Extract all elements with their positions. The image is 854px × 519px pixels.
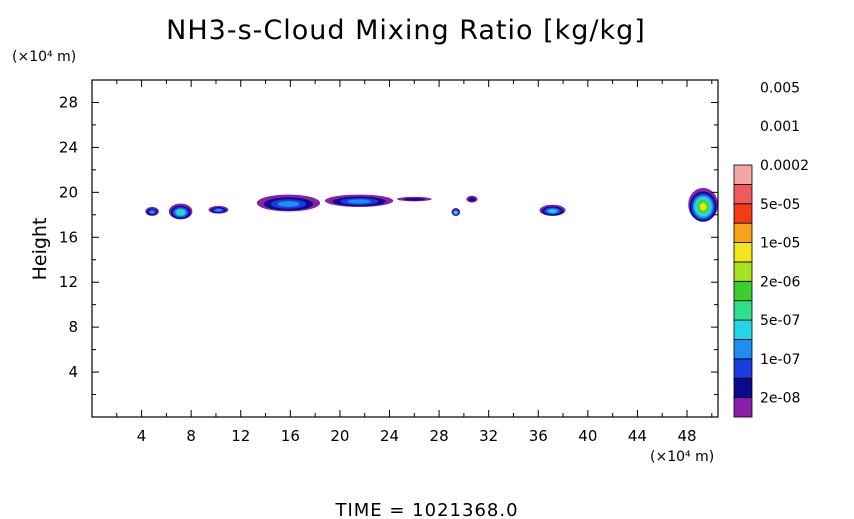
y-tick-label: 28 <box>59 93 78 111</box>
cloud-4-level-3 <box>277 201 300 207</box>
x-tick-label: 8 <box>186 427 196 445</box>
y-axis-label: Height <box>29 218 51 281</box>
cloud-9 <box>539 204 566 216</box>
colorbar-label: 5e-05 <box>760 197 800 213</box>
colorbar-swatch <box>733 164 753 185</box>
colorbar-swatch <box>733 339 753 360</box>
colorbar-label: 5e-07 <box>760 313 800 329</box>
colorbar-swatch <box>733 280 753 302</box>
x-tick-label: 16 <box>281 427 300 445</box>
y-axis-unit: (×10⁴ m) <box>12 49 76 65</box>
colorbar-swatch <box>733 397 753 418</box>
cloud-6-level-1 <box>403 197 425 201</box>
cloud-7-level-5 <box>454 211 457 214</box>
colorbar-label: 2e-06 <box>760 274 800 290</box>
plot-frame <box>91 79 719 418</box>
x-tick-label: 44 <box>628 427 647 445</box>
cloud-2 <box>168 203 193 220</box>
chart-title: NH3-s-Cloud Mixing Ratio [kg/kg] <box>166 15 646 46</box>
x-tick-label: 12 <box>231 427 250 445</box>
colorbar-label: 0.001 <box>760 119 800 135</box>
cloud-9-level-4 <box>548 209 557 213</box>
cloud-4 <box>256 194 321 212</box>
colorbar-swatch <box>733 183 753 205</box>
colorbar-label: 1e-07 <box>760 352 800 368</box>
colorbar-label: 0.0002 <box>760 158 809 174</box>
x-tick-label: 36 <box>529 427 548 445</box>
cloud-5-level-3 <box>347 199 371 204</box>
cloud-1-level-3 <box>149 210 155 214</box>
colorbar-swatch <box>733 377 753 399</box>
cloud-1 <box>145 206 159 216</box>
cloud-3-level-3 <box>214 208 222 212</box>
cloud-10 <box>688 187 718 222</box>
cloud-8-level-1 <box>468 197 476 202</box>
cloud-5 <box>325 194 394 207</box>
cloud-10-level-8 <box>700 203 706 210</box>
cloud-7 <box>451 208 461 216</box>
x-axis-unit: (×10⁴ m) <box>650 449 714 465</box>
cloud-3 <box>208 205 229 214</box>
y-tick-label: 24 <box>59 138 78 156</box>
cloud-2-level-5 <box>177 210 184 215</box>
x-tick-label: 28 <box>430 427 449 445</box>
x-tick-label: 20 <box>330 427 349 445</box>
colorbar: 0.005 0.001 0.0002 5e-05 1e-05 2e-06 5e-07 1e-0… <box>733 80 809 418</box>
x-tick-label: 32 <box>479 427 498 445</box>
x-tick-label: 4 <box>137 427 147 445</box>
colorbar-label: 0.005 <box>760 80 800 96</box>
y-tick-label: 4 <box>68 363 78 381</box>
y-tick-label: 16 <box>59 228 78 246</box>
cloud-6 <box>396 196 432 202</box>
x-tick-label: 24 <box>380 427 399 445</box>
time-label: TIME = 1021368.0 <box>334 500 518 519</box>
colorbar-swatch <box>733 242 753 263</box>
colorbar-swatch <box>733 358 753 379</box>
colorbar-label: 1e-05 <box>760 236 800 252</box>
cloud-regions <box>145 187 718 222</box>
colorbar-label: 2e-08 <box>760 391 800 407</box>
colorbar-swatch <box>733 203 753 224</box>
colorbar-swatch <box>733 222 753 243</box>
x-tick-label: 40 <box>578 427 597 445</box>
colorbar-swatch <box>733 300 753 321</box>
colorbar-swatch <box>733 319 753 340</box>
y-tick-label: 8 <box>68 318 78 336</box>
colorbar-swatch <box>733 261 753 282</box>
y-tick-label: 12 <box>59 273 78 291</box>
y-tick-label: 20 <box>59 183 78 201</box>
cloud-8 <box>466 195 478 203</box>
x-tick-label: 48 <box>677 427 696 445</box>
